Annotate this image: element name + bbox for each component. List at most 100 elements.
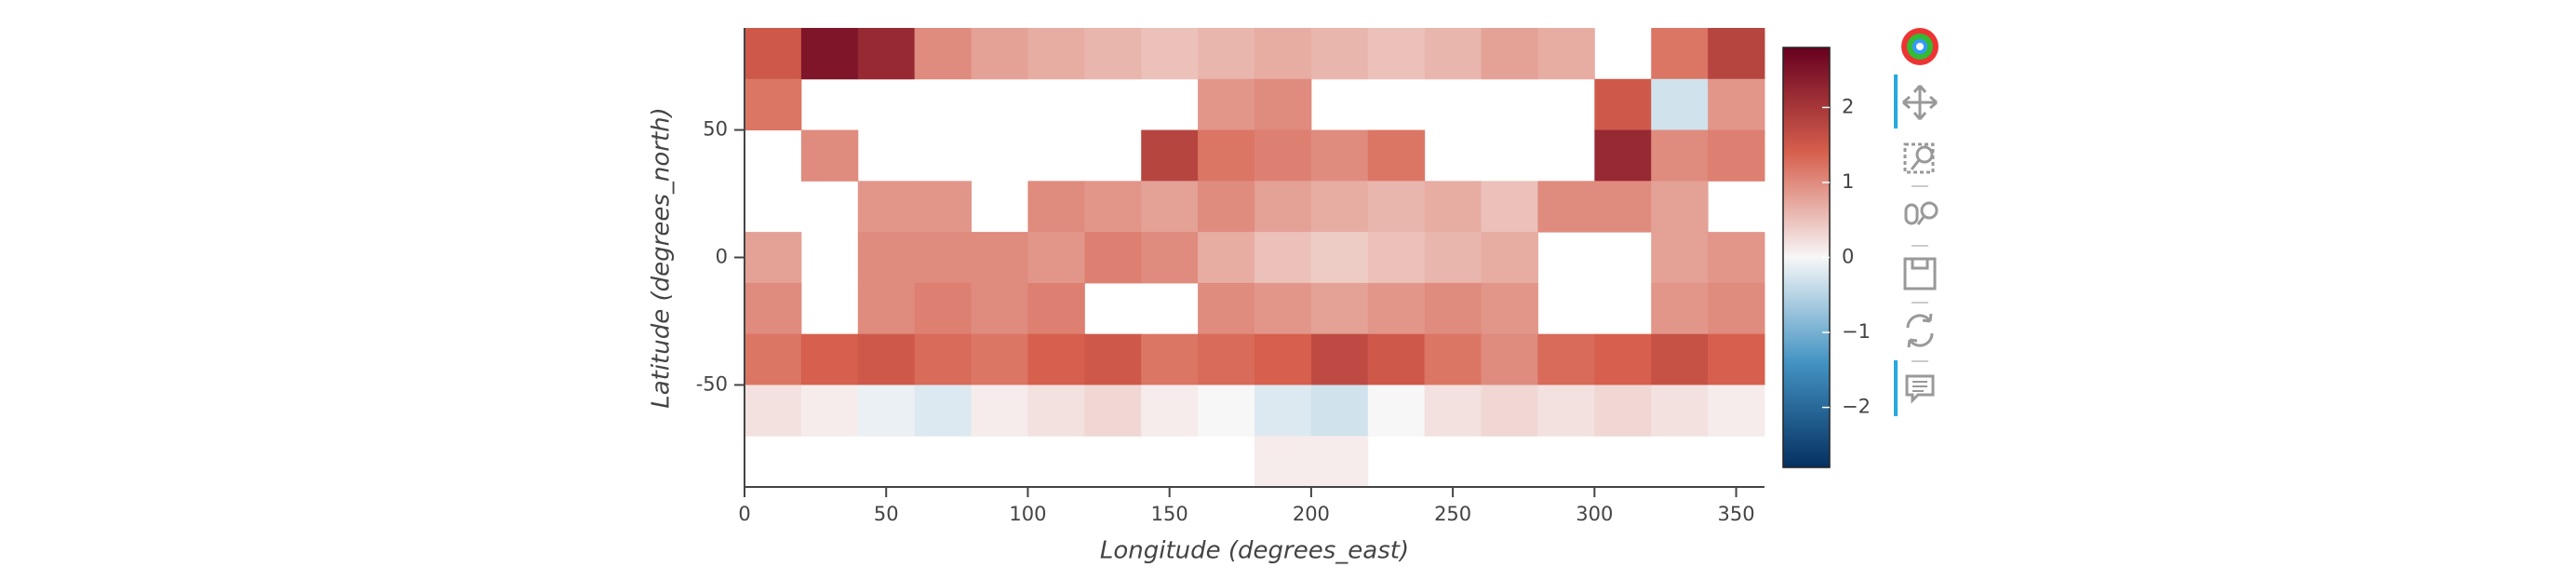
heatmap-cell (1708, 78, 1765, 131)
heatmap-cell (1254, 436, 1312, 488)
heatmap-cell (745, 78, 802, 131)
heatmap-cell (1141, 181, 1199, 233)
heatmap-cell (1594, 385, 1652, 437)
heatmap-cell (1537, 181, 1595, 233)
heatmap-cell (1310, 181, 1369, 233)
heatmap-cell (1708, 232, 1765, 284)
heatmap-cell (1481, 385, 1538, 437)
heatmap-cell (914, 232, 973, 284)
heatmap-cell (1367, 129, 1426, 182)
heatmap-cell (1254, 232, 1312, 284)
heatmap-cell (1708, 333, 1765, 385)
pan-tool[interactable] (1902, 85, 1938, 120)
heatmap-cell (914, 181, 973, 233)
heatmap-cell (1310, 385, 1369, 437)
heatmap-cell (1141, 129, 1199, 182)
heatmap-cell (857, 333, 916, 385)
x-tick-label: 350 (1718, 503, 1755, 525)
heatmap-cell (971, 232, 1028, 284)
heatmap-cell (1367, 282, 1426, 335)
heatmap-cell (1198, 385, 1255, 437)
heatmap-cell (1254, 28, 1312, 80)
heatmap-cell (1651, 232, 1709, 284)
heatmap-cell (1424, 181, 1483, 233)
heatmap-cell (745, 282, 802, 335)
heatmap-cell (1594, 78, 1652, 131)
heatmap-cell (745, 232, 802, 284)
heatmap-cell (1310, 282, 1369, 335)
heatmap-cell (1141, 333, 1199, 385)
heatmap-cell (1481, 333, 1538, 385)
heatmap-cell (1651, 385, 1709, 437)
heatmap-cell (1708, 28, 1765, 80)
x-tick-label: 100 (1009, 503, 1046, 525)
colorbar-tick-label: 1 (1842, 170, 1854, 193)
heatmap-cell (745, 28, 802, 80)
heatmap-cell (1424, 333, 1483, 385)
heatmap-cell (800, 333, 859, 385)
box-zoom-tool[interactable] (1903, 142, 1935, 174)
x-tick-label: 250 (1434, 503, 1471, 525)
heatmap-cell (1310, 436, 1369, 488)
colorbar-tick-label: −2 (1842, 396, 1871, 418)
x-tick-label: 0 (738, 503, 750, 525)
heatmap-cell (1141, 232, 1199, 284)
heatmap-cell (1310, 232, 1369, 284)
reset-tool[interactable] (1906, 313, 1934, 348)
heatmap-cell (1027, 385, 1085, 437)
heatmap-cell (1198, 333, 1255, 385)
active-indicator (1894, 74, 1898, 128)
heatmap-cell (1084, 385, 1142, 437)
toolbar (1894, 28, 1939, 416)
heatmap-cell (800, 28, 859, 80)
heatmap-cell (971, 28, 1028, 80)
heatmap-cell (857, 385, 916, 437)
heatmap-cell (1198, 232, 1255, 284)
heatmap-cell (1027, 232, 1085, 284)
heatmap-cell (914, 282, 973, 335)
heatmap-cell (800, 129, 859, 182)
heatmap-cell (1141, 28, 1199, 80)
heatmap-cell (1537, 333, 1595, 385)
colorbar-tick-label: 2 (1842, 95, 1854, 117)
heatmap-cell (1708, 385, 1765, 437)
save-tool[interactable] (1903, 257, 1937, 290)
heatmap-cell (1254, 181, 1312, 233)
heatmap-cell (1651, 129, 1709, 182)
heatmap-cell (857, 181, 916, 233)
heatmap-cell (971, 385, 1028, 437)
heatmap-cell (1594, 333, 1652, 385)
heatmap-cell (745, 333, 802, 385)
hover-tool[interactable] (1905, 374, 1935, 404)
heatmap-cell (1254, 333, 1312, 385)
heatmap-cell (1198, 282, 1255, 335)
y-axis-label: Latitude (degrees_north) (648, 107, 676, 409)
heatmap-cell (1310, 28, 1369, 80)
heatmap-cell (1198, 28, 1255, 80)
x-axis-label: Longitude (degrees_east) (1100, 537, 1409, 565)
heatmap-cell (1084, 232, 1142, 284)
heatmap-cell (857, 232, 916, 284)
colorbar-tick-label: −1 (1842, 320, 1871, 343)
heatmap-cell (1424, 232, 1483, 284)
x-tick-label: 200 (1293, 503, 1330, 525)
heatmap-cell (1310, 129, 1369, 182)
heatmap-cell (1651, 181, 1709, 233)
heatmap-cell (1027, 333, 1085, 385)
heatmap-cell (1651, 78, 1709, 131)
heatmap-cell (1537, 385, 1595, 437)
heatmap-cell (1367, 385, 1426, 437)
heatmap-cell (1254, 385, 1312, 437)
heatmap-cell (857, 282, 916, 335)
wheel-zoom-tool[interactable] (1904, 201, 1939, 225)
heatmap-cell (1254, 129, 1312, 182)
heatmap-cell (1367, 232, 1426, 284)
heatmap-cell (1481, 181, 1538, 233)
heatmap-cell (1594, 181, 1652, 233)
colorbar (1782, 47, 1831, 468)
heatmap-cell (1027, 28, 1085, 80)
toolbar-divider (1912, 185, 1928, 362)
heatmap-cell (1537, 28, 1595, 80)
heatmap-cell (1651, 333, 1709, 385)
heatmap-cell (1424, 385, 1483, 437)
